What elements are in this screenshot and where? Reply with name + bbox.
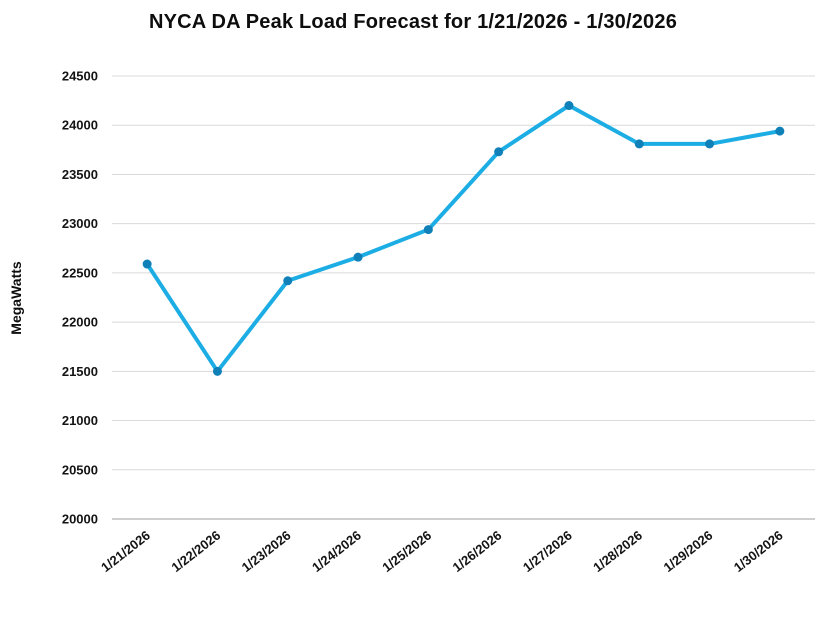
forecast-line [145,103,782,374]
data-point [353,252,363,262]
data-point [212,366,222,376]
x-tick-label: 1/25/2026 [379,528,434,575]
data-point [634,139,644,149]
data-point [775,126,785,136]
y-tick-label: 20000 [62,512,98,527]
x-tick-label: 1/21/2026 [98,528,153,575]
x-tick-label: 1/23/2026 [239,528,294,575]
data-point [283,276,293,286]
chart-title: NYCA DA Peak Load Forecast for 1/21/2026… [148,11,678,33]
x-tick-label: 1/22/2026 [168,528,223,575]
x-tick-label: 1/26/2026 [450,528,505,575]
y-tick-label: 22000 [62,315,98,330]
data-point [142,259,152,269]
y-tick-label: 20500 [62,462,98,477]
x-tick-label: 1/28/2026 [590,528,645,575]
y-tick-label: 21000 [62,413,98,428]
x-tick-label: 1/24/2026 [309,528,364,575]
data-point [564,101,574,111]
y-tick-label: 24000 [62,118,98,133]
y-tick-label: 23000 [62,216,98,231]
x-tick-label: 1/29/2026 [661,528,716,575]
y-tick-label: 21500 [62,364,98,379]
data-point [705,139,715,149]
data-point [494,147,504,157]
x-tick-label: 1/30/2026 [731,528,786,575]
y-tick-label: 22500 [62,265,98,280]
y-tick-label: 23500 [62,167,98,182]
x-tick-label: 1/27/2026 [520,528,575,575]
y-tick-label: 24500 [62,69,98,84]
data-point [423,225,433,235]
